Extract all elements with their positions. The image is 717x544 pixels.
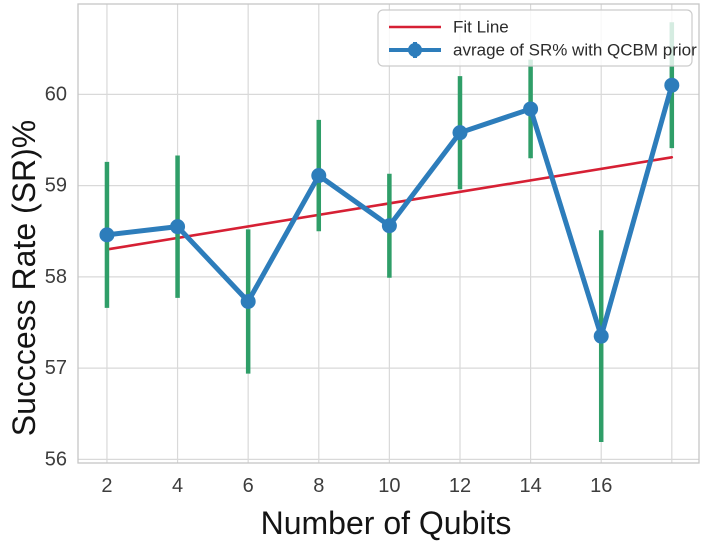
legend-series-label: avrage of SR% with QCBM prior [453, 41, 697, 60]
data-point-marker [593, 328, 609, 344]
x-tick-label: 6 [243, 475, 254, 497]
y-tick-label: 60 [45, 83, 67, 105]
legend-box [377, 9, 693, 67]
y-tick-label: 58 [45, 266, 67, 288]
data-point-marker [664, 77, 680, 93]
data-point-marker [240, 293, 256, 309]
x-tick-label: 14 [519, 475, 541, 497]
x-tick-label: 8 [313, 475, 324, 497]
data-point-marker [99, 227, 115, 243]
x-tick-label: 10 [378, 475, 400, 497]
legend-fit-line-label: Fit Line [453, 18, 509, 37]
y-tick-label: 56 [45, 448, 67, 470]
data-point-marker [311, 168, 327, 184]
legend: Fit Line avrage of SR% with QCBM prior [377, 9, 697, 67]
data-point-marker [523, 101, 539, 117]
data-point-marker [452, 125, 468, 141]
series-layer [99, 22, 680, 443]
x-tick-label: 2 [101, 475, 112, 497]
legend-errorbar-sample-icon [389, 42, 441, 58]
x-tick-label: 16 [590, 475, 612, 497]
tick-labels: 2 4 6 8 10 12 14 16 56 57 58 59 60 [45, 83, 613, 497]
y-tick-label: 59 [45, 175, 67, 197]
y-tick-label: 57 [45, 357, 67, 379]
data-point-marker [381, 218, 397, 234]
x-tick-label: 12 [449, 475, 471, 497]
y-axis-title: Succcess Rate (SR)% [6, 120, 42, 437]
x-tick-label: 4 [172, 475, 183, 497]
x-axis-title: Number of Qubits [261, 505, 512, 541]
data-point-marker [170, 219, 186, 235]
plot-area-border [77, 3, 700, 464]
